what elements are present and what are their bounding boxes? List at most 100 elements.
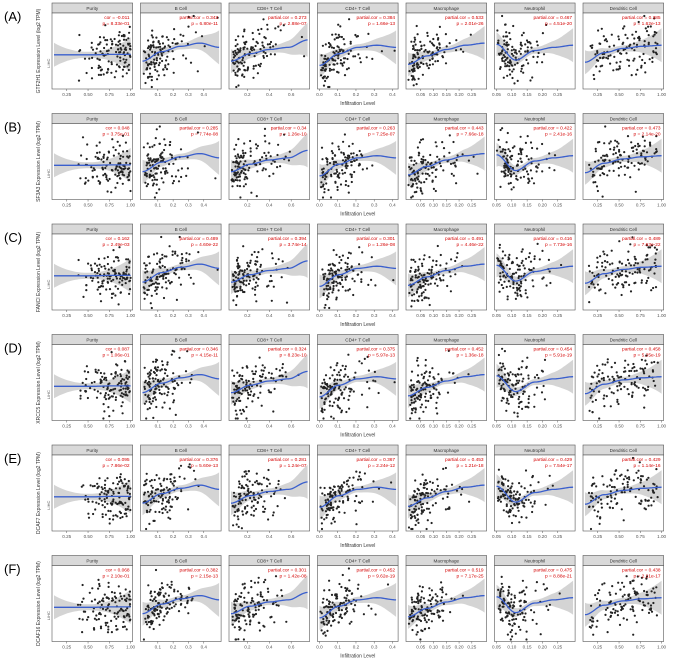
- data-point: [335, 280, 338, 283]
- data-point: [442, 279, 445, 282]
- data-point: [115, 70, 118, 73]
- data-point: [261, 41, 264, 44]
- data-point: [616, 374, 619, 377]
- data-point: [320, 397, 323, 400]
- data-point: [527, 181, 530, 184]
- data-point: [414, 276, 417, 279]
- data-point: [516, 163, 519, 166]
- data-point: [151, 491, 154, 494]
- data-point: [258, 356, 261, 359]
- data-point: [371, 500, 374, 503]
- data-point: [121, 515, 124, 519]
- data-point: [630, 369, 633, 372]
- data-point: [107, 628, 110, 631]
- data-point: [527, 374, 530, 377]
- data-point: [106, 502, 109, 505]
- data-point: [339, 62, 342, 65]
- data-point: [549, 281, 552, 285]
- data-point: [413, 36, 416, 39]
- data-point: [93, 628, 96, 631]
- data-point: [419, 492, 422, 495]
- data-point: [609, 62, 612, 65]
- data-point: [610, 479, 613, 482]
- x-tick-label: 0.05: [492, 534, 501, 539]
- data-point: [232, 161, 235, 164]
- data-point: [118, 487, 121, 490]
- data-point: [632, 42, 636, 45]
- data-point: [153, 396, 156, 399]
- data-point: [110, 619, 113, 623]
- data-point: [617, 376, 620, 379]
- data-point: [602, 35, 605, 38]
- data-point: [345, 68, 349, 71]
- data-point: [260, 369, 263, 372]
- data-point: [116, 374, 119, 377]
- data-point: [527, 498, 530, 501]
- data-point: [590, 375, 594, 378]
- data-point: [159, 258, 162, 261]
- data-point: [608, 142, 611, 145]
- data-point: [106, 388, 109, 391]
- data-point: [508, 150, 512, 153]
- data-point: [87, 512, 90, 515]
- x-tick-label: 0.1: [335, 534, 342, 539]
- data-point: [588, 270, 591, 273]
- data-point: [89, 484, 92, 487]
- p-value: p = 4.51e-20: [545, 21, 572, 27]
- data-point: [150, 85, 153, 89]
- data-point: [635, 385, 638, 388]
- data-point: [192, 282, 195, 285]
- correlation-value: partial.cor = 0.453: [445, 457, 484, 463]
- x-tick-label: 0.75: [105, 92, 114, 97]
- data-point: [424, 48, 427, 52]
- data-point: [107, 509, 110, 512]
- data-point: [125, 614, 128, 617]
- data-point: [412, 386, 416, 389]
- data-point: [637, 386, 640, 389]
- data-point: [341, 278, 344, 282]
- data-point: [117, 152, 120, 155]
- data-point: [432, 166, 435, 169]
- data-point: [508, 515, 511, 518]
- data-point: [339, 282, 342, 286]
- data-point: [365, 56, 368, 59]
- data-point: [596, 261, 599, 264]
- data-point: [91, 48, 95, 51]
- data-point: [155, 62, 158, 65]
- data-point: [551, 484, 554, 487]
- data-point: [426, 172, 429, 176]
- data-point: [285, 301, 289, 304]
- data-point: [123, 61, 126, 64]
- data-point: [180, 259, 183, 262]
- data-point: [252, 65, 255, 68]
- data-point: [520, 34, 524, 37]
- data-point: [501, 127, 504, 130]
- data-point: [651, 369, 655, 372]
- data-point: [106, 631, 110, 634]
- data-point: [265, 157, 268, 160]
- data-point: [420, 373, 423, 376]
- data-point: [599, 65, 602, 68]
- data-point: [535, 386, 539, 389]
- data-point: [439, 264, 442, 267]
- data-point: [120, 34, 123, 38]
- data-point: [435, 407, 438, 410]
- data-point: [425, 177, 428, 181]
- data-point: [97, 369, 100, 372]
- data-point: [611, 506, 615, 510]
- data-point: [424, 159, 427, 162]
- data-point: [654, 258, 657, 261]
- confidence-band: [142, 582, 220, 626]
- data-point: [430, 396, 433, 399]
- data-point: [245, 284, 248, 287]
- x-tick-label: 0.75: [636, 92, 645, 97]
- data-point: [344, 261, 347, 264]
- x-tick-label: 0.10: [429, 313, 438, 318]
- data-point: [525, 170, 529, 173]
- data-point: [417, 364, 420, 367]
- data-point: [324, 54, 327, 58]
- data-point: [150, 479, 153, 482]
- data-point: [611, 262, 614, 265]
- data-point: [252, 76, 255, 79]
- x-tick-label: 0.4: [389, 203, 396, 208]
